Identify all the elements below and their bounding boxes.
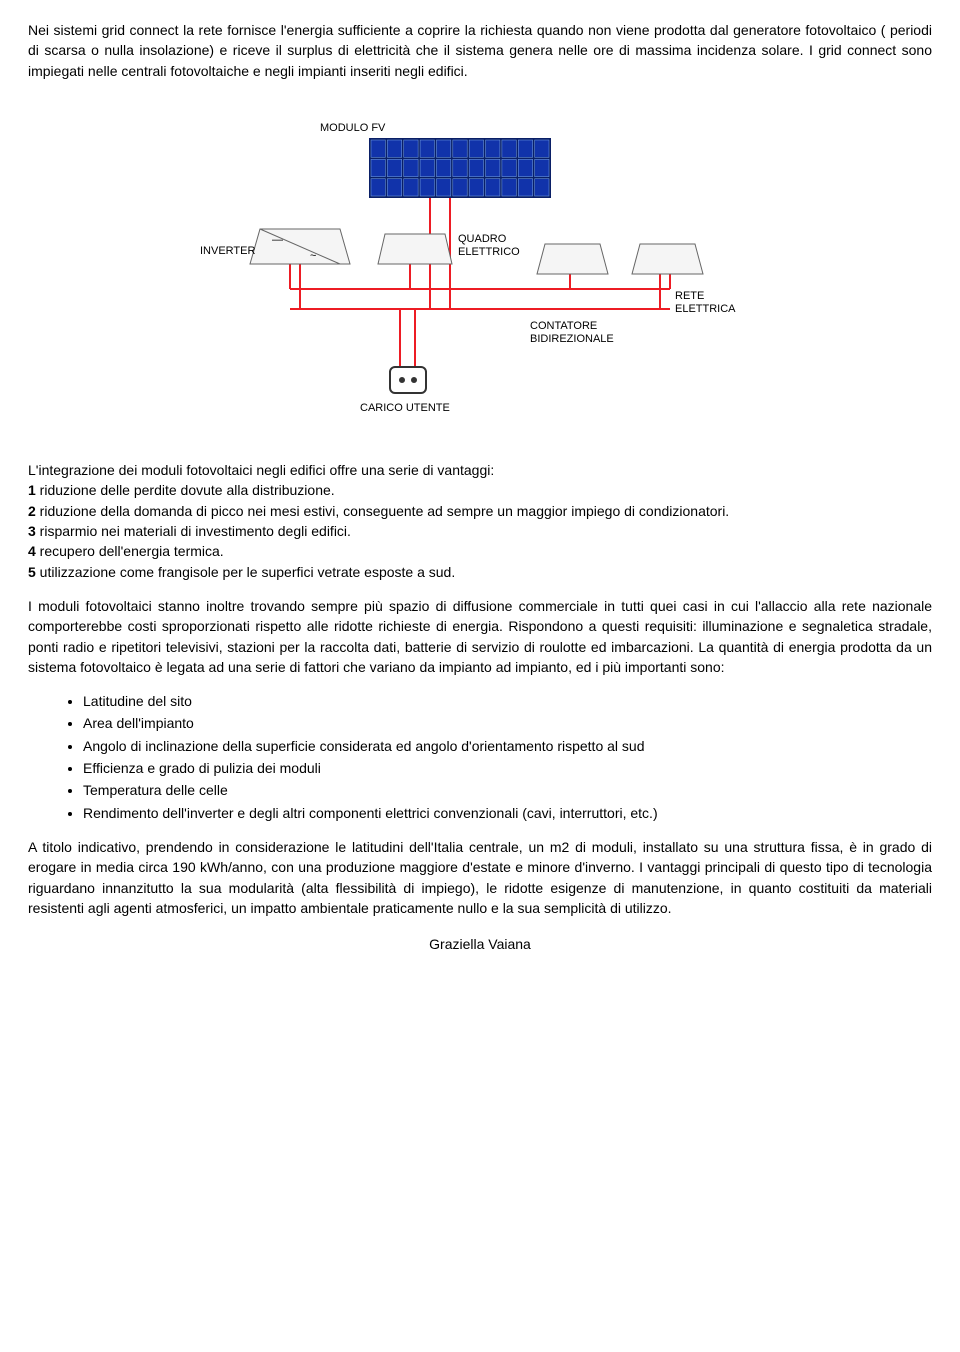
fattore-item: Rendimento dell'inverter e degli altri c… (83, 803, 932, 823)
fattori-list: Latitudine del sitoArea dell'impianto Ang… (28, 691, 932, 823)
paragraph-conclusione: A titolo indicativo, prendendo in consid… (28, 837, 932, 918)
label-contatore: CONTATORE (530, 320, 597, 332)
paragraph-diffusione: I moduli fotovoltaici stanno inoltre tro… (28, 596, 932, 677)
label-inverter: INVERTER (200, 245, 255, 257)
label-modulo-fv: MODULO FV (320, 122, 386, 134)
author-signature: Graziella Vaiana (28, 934, 932, 954)
vantaggio-number: 2 (28, 503, 36, 519)
label-rete-elettrica: RETE (675, 290, 704, 302)
svg-text:—: — (272, 234, 283, 246)
svg-text:ELETTRICA: ELETTRICA (675, 303, 736, 315)
fattore-item: Area dell'impianto (83, 713, 932, 733)
vantaggio-number: 3 (28, 523, 36, 539)
svg-text:ELETTRICO: ELETTRICO (458, 246, 520, 258)
quadro-elettrico-icon (378, 234, 452, 264)
inverter-icon: — ~ (250, 229, 350, 264)
fattore-item: Temperatura delle celle (83, 780, 932, 800)
svg-text:~: ~ (310, 250, 316, 262)
vantaggio-text: riduzione della domanda di picco nei mes… (36, 503, 729, 519)
paragraph-intro: Nei sistemi grid connect la rete fornisc… (28, 20, 932, 81)
svg-text:BIDIREZIONALE: BIDIREZIONALE (530, 333, 614, 345)
label-carico-utente: CARICO UTENTE (360, 402, 450, 414)
vantaggio-text: risparmio nei materiali di investimento … (36, 523, 351, 539)
contatore-icon (537, 244, 608, 274)
fattore-item: Latitudine del sito (83, 691, 932, 711)
vantaggio-text: recupero dell'energia termica. (36, 543, 224, 559)
fattore-item: Efficienza e grado di pulizia dei moduli (83, 758, 932, 778)
grid-connect-diagram: MODULO FV — ~ INVERTER QUADRO ELETTRICO … (28, 109, 932, 424)
rete-elettrica-icon (632, 244, 703, 274)
vantaggi-intro: L'integrazione dei moduli fotovoltaici n… (28, 462, 494, 478)
vantaggio-text: utilizzazione come frangisole per le sup… (36, 564, 455, 580)
vantaggi-section: L'integrazione dei moduli fotovoltaici n… (28, 460, 932, 582)
vantaggio-text: riduzione delle perdite dovute alla dist… (36, 482, 335, 498)
fattore-item: Angolo di inclinazione della superficie … (83, 736, 932, 756)
vantaggio-number: 1 (28, 482, 36, 498)
pv-panel-icon (370, 139, 550, 197)
vantaggio-number: 5 (28, 564, 36, 580)
vantaggio-number: 4 (28, 543, 36, 559)
label-quadro-elettrico: QUADRO (458, 233, 507, 245)
carico-utente-icon (390, 367, 426, 393)
